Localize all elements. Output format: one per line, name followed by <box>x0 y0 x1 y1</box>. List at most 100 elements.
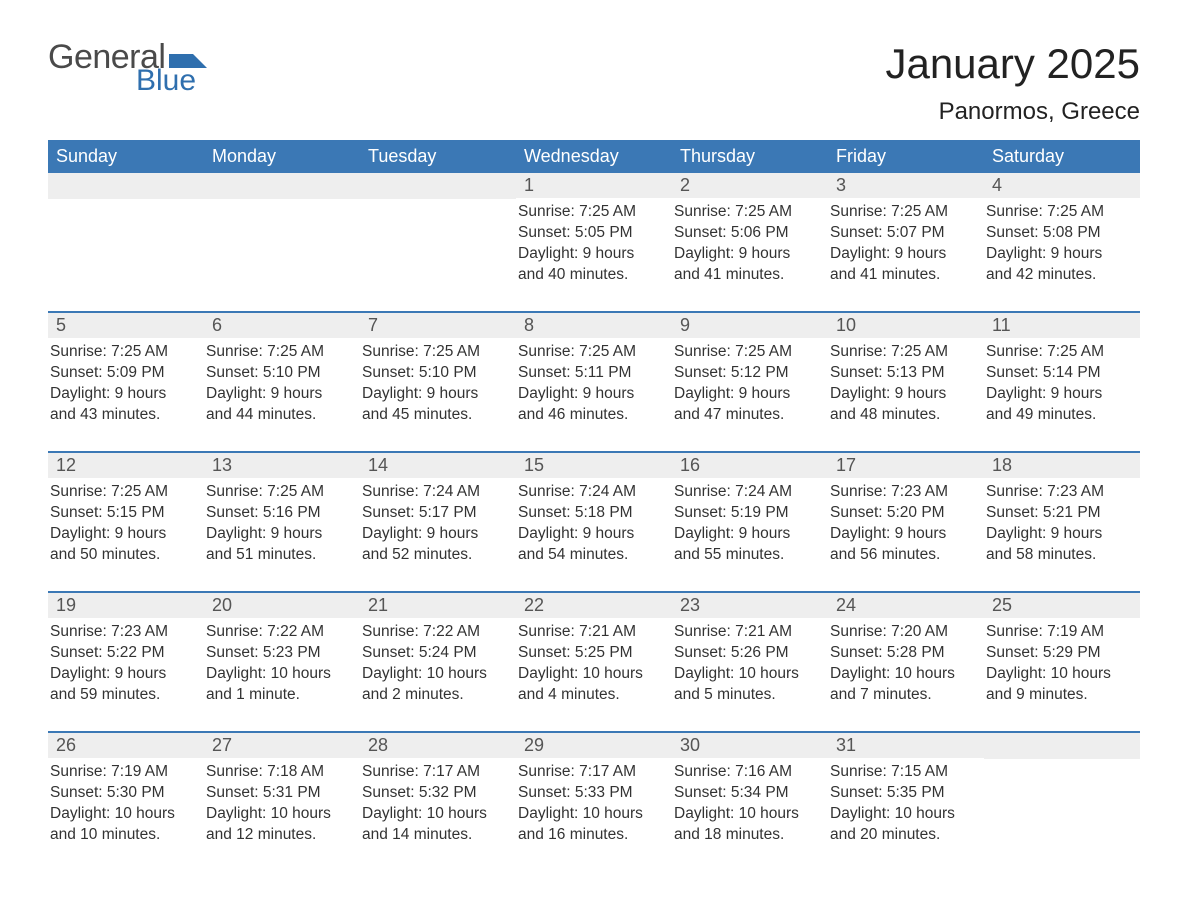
day-detail-line: and 43 minutes. <box>50 405 202 426</box>
weekday-header: Thursday <box>672 140 828 173</box>
day-detail-line: Daylight: 9 hours <box>206 524 358 545</box>
day-detail-line: Sunrise: 7:22 AM <box>362 622 514 643</box>
day-detail-line: and 16 minutes. <box>518 825 670 846</box>
day-detail-line: Daylight: 9 hours <box>206 384 358 405</box>
day-number: 1 <box>516 173 672 198</box>
day-detail-line: and 41 minutes. <box>830 265 982 286</box>
day-number: 19 <box>48 593 204 618</box>
day-detail-line: and 14 minutes. <box>362 825 514 846</box>
day-detail-line: Sunrise: 7:16 AM <box>674 762 826 783</box>
day-detail-line: Sunrise: 7:25 AM <box>206 342 358 363</box>
day-detail-line: Sunrise: 7:24 AM <box>674 482 826 503</box>
day-number: 26 <box>48 733 204 758</box>
day-number: 5 <box>48 313 204 338</box>
day-detail-line: Sunrise: 7:19 AM <box>50 762 202 783</box>
day-details: Sunrise: 7:16 AMSunset: 5:34 PMDaylight:… <box>672 758 828 850</box>
day-cell: 10Sunrise: 7:25 AMSunset: 5:13 PMDayligh… <box>828 313 984 433</box>
day-detail-line: Sunset: 5:28 PM <box>830 643 982 664</box>
day-detail-line: and 45 minutes. <box>362 405 514 426</box>
day-detail-line: Sunrise: 7:20 AM <box>830 622 982 643</box>
day-details: Sunrise: 7:25 AMSunset: 5:10 PMDaylight:… <box>204 338 360 430</box>
week-row: 5Sunrise: 7:25 AMSunset: 5:09 PMDaylight… <box>48 311 1140 433</box>
day-detail-line: Sunrise: 7:24 AM <box>518 482 670 503</box>
day-detail-line: Sunrise: 7:17 AM <box>518 762 670 783</box>
day-details: Sunrise: 7:17 AMSunset: 5:33 PMDaylight:… <box>516 758 672 850</box>
day-number: 3 <box>828 173 984 198</box>
day-detail-line: and 46 minutes. <box>518 405 670 426</box>
day-detail-line: and 51 minutes. <box>206 545 358 566</box>
day-details: Sunrise: 7:24 AMSunset: 5:18 PMDaylight:… <box>516 478 672 570</box>
logo-word-blue: Blue <box>136 66 207 96</box>
day-number: 23 <box>672 593 828 618</box>
day-detail-line: Daylight: 10 hours <box>206 664 358 685</box>
day-cell: 23Sunrise: 7:21 AMSunset: 5:26 PMDayligh… <box>672 593 828 713</box>
day-detail-line: Daylight: 9 hours <box>830 244 982 265</box>
day-cell: 15Sunrise: 7:24 AMSunset: 5:18 PMDayligh… <box>516 453 672 573</box>
day-detail-line: Sunrise: 7:25 AM <box>830 342 982 363</box>
day-cell: 21Sunrise: 7:22 AMSunset: 5:24 PMDayligh… <box>360 593 516 713</box>
day-detail-line: and 52 minutes. <box>362 545 514 566</box>
day-detail-line: Daylight: 10 hours <box>362 664 514 685</box>
day-detail-line: Sunset: 5:16 PM <box>206 503 358 524</box>
day-cell: 19Sunrise: 7:23 AMSunset: 5:22 PMDayligh… <box>48 593 204 713</box>
day-detail-line: Daylight: 9 hours <box>518 384 670 405</box>
day-details: Sunrise: 7:25 AMSunset: 5:05 PMDaylight:… <box>516 198 672 290</box>
day-detail-line: Sunrise: 7:25 AM <box>50 342 202 363</box>
day-detail-line: and 50 minutes. <box>50 545 202 566</box>
day-detail-line: and 2 minutes. <box>362 685 514 706</box>
day-number: 30 <box>672 733 828 758</box>
day-detail-line: Sunset: 5:29 PM <box>986 643 1138 664</box>
day-detail-line: and 41 minutes. <box>674 265 826 286</box>
day-details: Sunrise: 7:19 AMSunset: 5:29 PMDaylight:… <box>984 618 1140 710</box>
day-detail-line: Sunrise: 7:24 AM <box>362 482 514 503</box>
day-detail-line: Daylight: 10 hours <box>362 804 514 825</box>
day-number: 31 <box>828 733 984 758</box>
day-number <box>984 733 1140 759</box>
day-detail-line: Sunset: 5:05 PM <box>518 223 670 244</box>
day-details: Sunrise: 7:25 AMSunset: 5:12 PMDaylight:… <box>672 338 828 430</box>
day-detail-line: Sunset: 5:14 PM <box>986 363 1138 384</box>
day-detail-line: Sunrise: 7:19 AM <box>986 622 1138 643</box>
day-cell: 28Sunrise: 7:17 AMSunset: 5:32 PMDayligh… <box>360 733 516 853</box>
day-number: 8 <box>516 313 672 338</box>
day-detail-line: Sunset: 5:35 PM <box>830 783 982 804</box>
day-cell <box>360 173 516 293</box>
day-detail-line: Sunrise: 7:25 AM <box>986 342 1138 363</box>
day-number: 7 <box>360 313 516 338</box>
day-number <box>204 173 360 199</box>
day-detail-line: Sunset: 5:18 PM <box>518 503 670 524</box>
day-number <box>48 173 204 199</box>
day-detail-line: and 47 minutes. <box>674 405 826 426</box>
day-details: Sunrise: 7:25 AMSunset: 5:10 PMDaylight:… <box>360 338 516 430</box>
day-detail-line: and 9 minutes. <box>986 685 1138 706</box>
day-detail-line: Daylight: 9 hours <box>830 524 982 545</box>
day-number: 29 <box>516 733 672 758</box>
day-detail-line: Sunset: 5:09 PM <box>50 363 202 384</box>
day-detail-line: and 5 minutes. <box>674 685 826 706</box>
day-detail-line: Sunset: 5:20 PM <box>830 503 982 524</box>
title-block: January 2025 Panormos, Greece <box>885 40 1140 126</box>
day-details: Sunrise: 7:25 AMSunset: 5:08 PMDaylight:… <box>984 198 1140 290</box>
day-details: Sunrise: 7:23 AMSunset: 5:20 PMDaylight:… <box>828 478 984 570</box>
day-details: Sunrise: 7:22 AMSunset: 5:24 PMDaylight:… <box>360 618 516 710</box>
day-detail-line: Sunrise: 7:25 AM <box>986 202 1138 223</box>
day-detail-line: Daylight: 9 hours <box>362 384 514 405</box>
day-detail-line: Daylight: 9 hours <box>362 524 514 545</box>
day-details: Sunrise: 7:15 AMSunset: 5:35 PMDaylight:… <box>828 758 984 850</box>
day-detail-line: Sunrise: 7:25 AM <box>830 202 982 223</box>
weekday-header-row: SundayMondayTuesdayWednesdayThursdayFrid… <box>48 140 1140 173</box>
day-detail-line: Sunrise: 7:23 AM <box>50 622 202 643</box>
day-number: 21 <box>360 593 516 618</box>
week-row: 12Sunrise: 7:25 AMSunset: 5:15 PMDayligh… <box>48 451 1140 573</box>
day-details: Sunrise: 7:25 AMSunset: 5:06 PMDaylight:… <box>672 198 828 290</box>
day-number: 25 <box>984 593 1140 618</box>
day-detail-line: Sunrise: 7:25 AM <box>674 202 826 223</box>
day-detail-line: Sunset: 5:26 PM <box>674 643 826 664</box>
day-detail-line: Sunrise: 7:25 AM <box>206 482 358 503</box>
logo: General Blue <box>48 40 207 96</box>
day-details: Sunrise: 7:23 AMSunset: 5:22 PMDaylight:… <box>48 618 204 710</box>
page-title: January 2025 <box>885 40 1140 88</box>
day-detail-line: Daylight: 10 hours <box>518 804 670 825</box>
day-detail-line: and 48 minutes. <box>830 405 982 426</box>
day-detail-line: Daylight: 9 hours <box>518 244 670 265</box>
